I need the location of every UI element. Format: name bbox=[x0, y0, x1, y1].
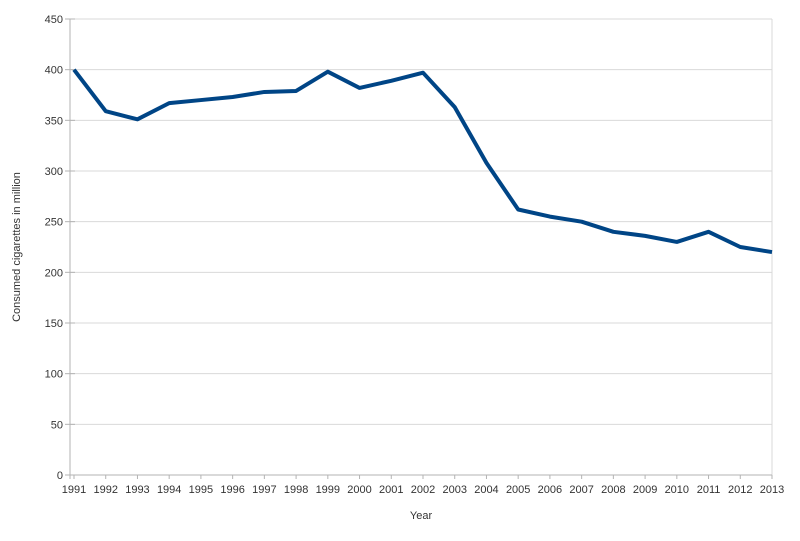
x-tick-label: 2004 bbox=[474, 484, 498, 496]
x-tick-label: 1994 bbox=[157, 484, 181, 496]
y-tick-label: 450 bbox=[45, 14, 63, 26]
x-tick-label: 2002 bbox=[411, 484, 435, 496]
x-tick-label: 2013 bbox=[760, 484, 784, 496]
x-tick-label: 2008 bbox=[601, 484, 625, 496]
x-tick-label: 2006 bbox=[538, 484, 562, 496]
x-tick-label: 1993 bbox=[125, 484, 149, 496]
x-tick-label: 2011 bbox=[697, 484, 721, 496]
x-tick-label: 2007 bbox=[569, 484, 593, 496]
y-tick-label: 250 bbox=[45, 217, 63, 229]
y-tick-label: 400 bbox=[45, 65, 63, 77]
y-tick-label: 0 bbox=[57, 470, 63, 482]
x-tick-label: 1997 bbox=[252, 484, 276, 496]
x-tick-label: 1999 bbox=[316, 484, 340, 496]
y-tick-label: 150 bbox=[45, 318, 63, 330]
x-tick-label: 2012 bbox=[728, 484, 752, 496]
y-tick-label: 100 bbox=[45, 369, 63, 381]
x-tick-label: 1992 bbox=[93, 484, 117, 496]
x-tick-label: 2005 bbox=[506, 484, 530, 496]
y-tick-label: 350 bbox=[45, 115, 63, 127]
y-tick-label: 50 bbox=[51, 419, 63, 431]
y-tick-label: 300 bbox=[45, 166, 63, 178]
x-tick-label: 2000 bbox=[347, 484, 371, 496]
x-tick-label: 2001 bbox=[379, 484, 403, 496]
y-tick-label: 200 bbox=[45, 267, 63, 279]
data-line-series bbox=[72, 68, 773, 255]
x-tick-label: 2003 bbox=[442, 484, 466, 496]
x-tick-label: 1991 bbox=[62, 484, 86, 496]
y-axis-title: Consumed cigarettes in million bbox=[11, 172, 23, 322]
x-tick-label: 2009 bbox=[633, 484, 657, 496]
x-tick-label: 2010 bbox=[665, 484, 689, 496]
x-tick-label: 1998 bbox=[284, 484, 308, 496]
x-axis-title: Year bbox=[409, 510, 433, 522]
x-tick-label: 1995 bbox=[189, 484, 213, 496]
x-tick-label: 1996 bbox=[220, 484, 244, 496]
